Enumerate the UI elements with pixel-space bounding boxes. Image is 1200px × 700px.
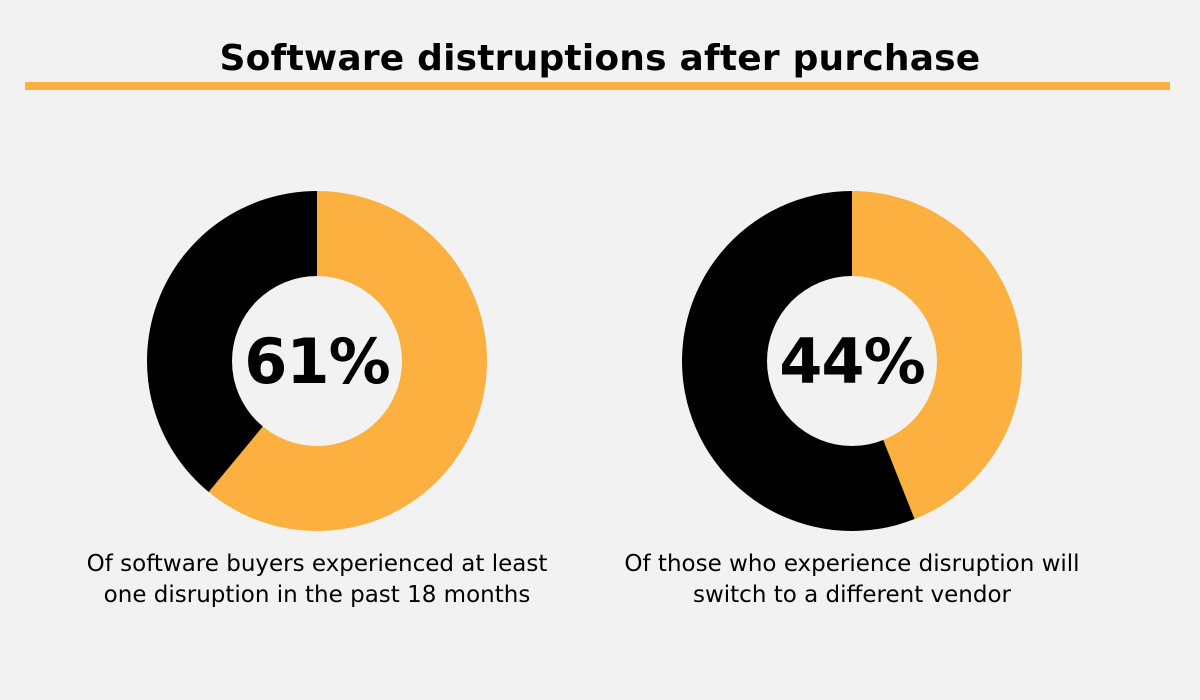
donut-chart-1: 61% <box>147 191 487 531</box>
donut-1-slice-2 <box>147 191 317 492</box>
donut-2-hole <box>767 276 937 446</box>
donut-2-caption: Of those who experience disruption will … <box>624 551 1080 608</box>
donut-chart-2: 44% <box>682 191 1022 531</box>
donut-2-slice-1 <box>852 191 1022 520</box>
donut-1-center-label: 61% <box>244 324 390 398</box>
donut-svg-2 <box>682 191 1022 531</box>
donut-1-hole <box>232 276 402 446</box>
donut-2-center-label: 44% <box>779 324 925 398</box>
donut-svg-1 <box>147 191 487 531</box>
donut-1-caption: Of software buyers experienced at least … <box>86 551 548 608</box>
title-underline <box>25 82 1170 90</box>
chart-title: Software distruptions after purchase <box>219 38 981 79</box>
